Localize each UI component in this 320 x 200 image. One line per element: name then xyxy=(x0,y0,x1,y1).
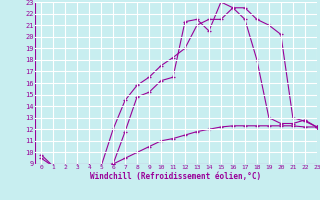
X-axis label: Windchill (Refroidissement éolien,°C): Windchill (Refroidissement éolien,°C) xyxy=(91,172,261,181)
